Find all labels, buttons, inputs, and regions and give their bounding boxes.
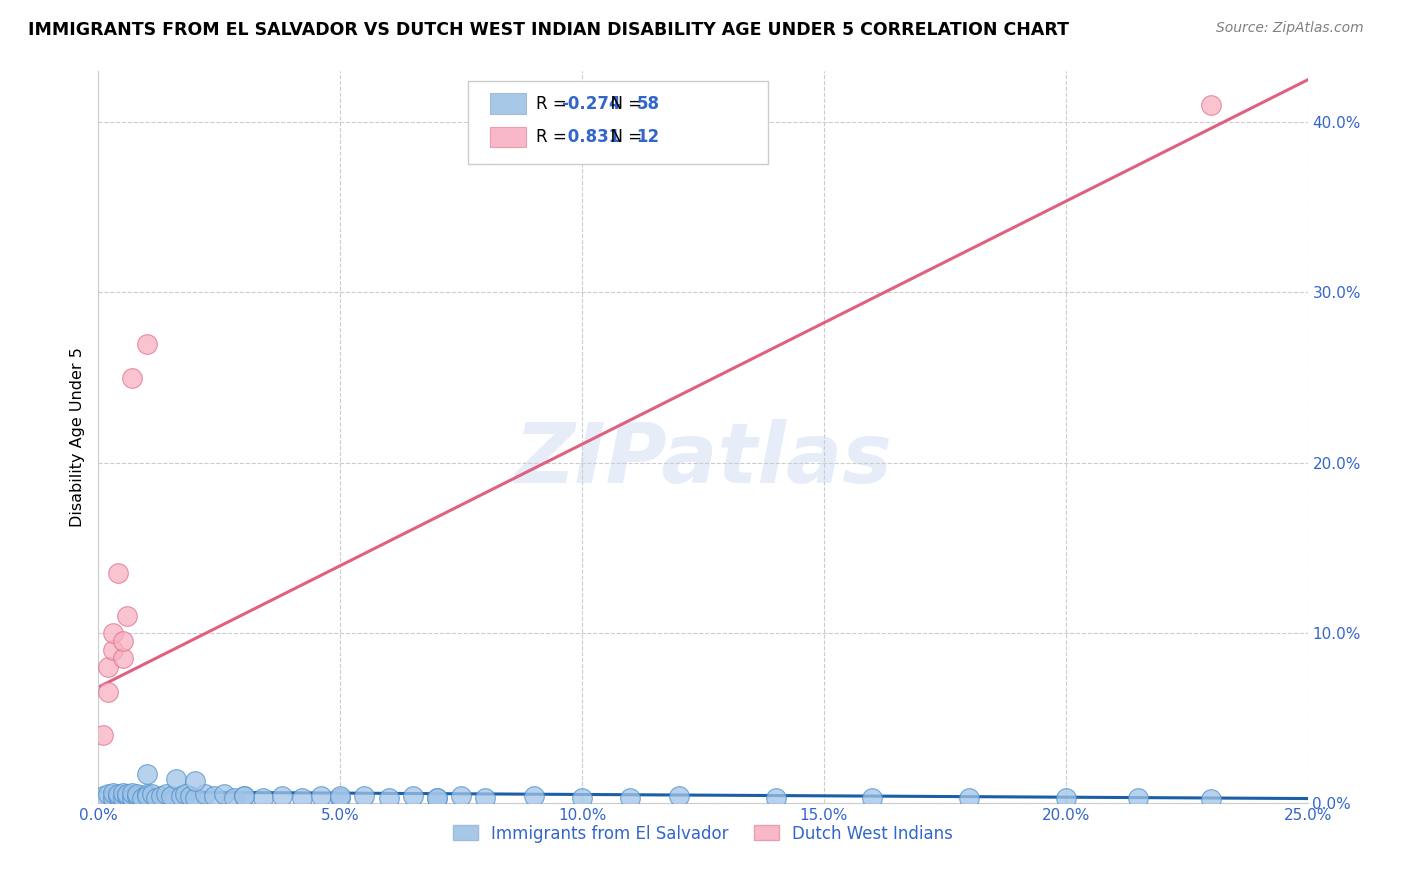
Text: R =: R = [536,128,572,146]
Point [329,790,352,805]
Y-axis label: Disability Age Under 5: Disability Age Under 5 [69,347,84,527]
Point [957,790,980,805]
Text: N =: N = [600,128,648,146]
Point [619,790,641,805]
Point [353,789,375,803]
Point [101,625,124,640]
Text: -0.274: -0.274 [561,95,621,112]
FancyBboxPatch shape [468,81,768,163]
Point [571,790,593,805]
Point [179,789,201,803]
Point [169,789,191,803]
Point [117,787,139,801]
Point [150,789,173,803]
Point [252,790,274,805]
Point [232,789,254,803]
Point [127,787,149,801]
Point [101,790,124,805]
Point [765,790,787,805]
Point [131,790,153,805]
Point [1199,792,1222,806]
Point [121,790,143,805]
Point [111,790,134,805]
Point [222,790,245,805]
Point [145,790,167,805]
Point [232,789,254,803]
Point [174,787,197,801]
FancyBboxPatch shape [491,94,526,114]
Point [135,789,157,803]
Point [450,789,472,803]
FancyBboxPatch shape [491,127,526,147]
Point [107,789,129,803]
Point [117,608,139,623]
Point [97,787,120,801]
Point [402,789,425,803]
Point [165,772,187,786]
Point [135,787,157,801]
Point [290,790,312,805]
Point [121,370,143,384]
Text: 58: 58 [637,95,659,112]
Point [426,790,449,805]
Point [204,789,226,803]
Point [194,787,217,801]
Point [107,787,129,801]
Point [1128,790,1150,805]
Point [135,767,157,781]
Legend: Immigrants from El Salvador, Dutch West Indians: Immigrants from El Salvador, Dutch West … [446,818,960,849]
Point [426,790,449,805]
Text: ZIPatlas: ZIPatlas [515,418,891,500]
Point [377,790,399,805]
Text: IMMIGRANTS FROM EL SALVADOR VS DUTCH WEST INDIAN DISABILITY AGE UNDER 5 CORRELAT: IMMIGRANTS FROM EL SALVADOR VS DUTCH WES… [28,21,1069,38]
Point [271,789,294,803]
Point [101,786,124,800]
Point [121,786,143,800]
Point [135,336,157,351]
Text: N =: N = [600,95,648,112]
Point [101,642,124,657]
Point [155,787,177,801]
Text: 0.831: 0.831 [561,128,620,146]
Text: Source: ZipAtlas.com: Source: ZipAtlas.com [1216,21,1364,35]
Point [1199,98,1222,112]
Text: R =: R = [536,95,572,112]
Point [111,651,134,665]
Point [127,789,149,803]
Point [1054,790,1077,805]
Point [111,634,134,648]
Point [91,789,114,803]
Point [329,789,352,803]
Point [111,786,134,800]
Point [309,789,332,803]
Point [91,728,114,742]
Point [212,787,235,801]
Point [160,789,183,803]
Point [97,685,120,699]
Point [184,773,207,788]
Point [474,790,496,805]
Point [523,789,546,803]
Point [860,790,883,805]
Point [184,790,207,805]
Point [97,659,120,673]
Text: 12: 12 [637,128,659,146]
Point [141,787,163,801]
Point [117,789,139,803]
Point [668,789,690,803]
Point [107,566,129,581]
